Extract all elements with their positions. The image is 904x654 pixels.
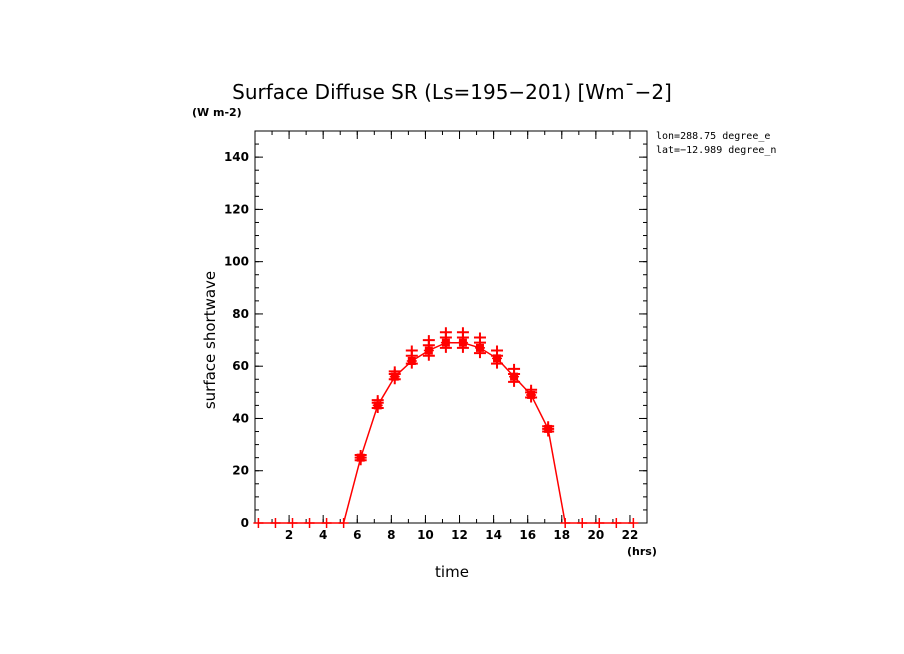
data-point xyxy=(270,518,281,528)
x-axis-label: time xyxy=(435,563,469,581)
y-tick-label: 0 xyxy=(241,516,249,530)
x-tick-label: 2 xyxy=(285,528,293,542)
data-point xyxy=(422,340,435,351)
data-point xyxy=(456,342,469,353)
plot-frame xyxy=(254,130,648,524)
data-point xyxy=(439,332,452,343)
data-point-box xyxy=(475,343,484,352)
y-tick-label: 100 xyxy=(224,255,249,269)
data-point xyxy=(338,518,349,528)
x-tick-label: 20 xyxy=(588,528,605,542)
data-point xyxy=(253,518,264,528)
y-units-label: (W m-2) xyxy=(192,106,242,119)
data-point xyxy=(321,518,332,528)
data-point xyxy=(577,518,588,528)
x-tick-label: 4 xyxy=(319,528,327,542)
x-units-label: (hrs) xyxy=(627,545,657,558)
data-point xyxy=(287,518,298,528)
x-tick-label: 8 xyxy=(387,528,395,542)
data-point-box xyxy=(441,338,450,347)
x-tick-label: 6 xyxy=(353,528,361,542)
data-point xyxy=(473,348,486,359)
data-point xyxy=(354,452,367,463)
series-3 xyxy=(354,332,555,463)
x-tick-label: 14 xyxy=(485,528,502,542)
data-point xyxy=(456,332,469,343)
data-point xyxy=(628,518,639,528)
y-tick-label: 80 xyxy=(232,307,249,321)
y-axis-label: surface shortwave xyxy=(201,271,219,409)
data-point xyxy=(542,423,555,434)
longitude-annotation: lon=288.75 degree_e xyxy=(656,131,770,142)
series-2 xyxy=(354,342,555,466)
latitude-annotation: lat=−12.989 degree_n xyxy=(656,145,776,156)
y-tick-label: 140 xyxy=(224,150,249,164)
data-point xyxy=(594,518,605,528)
y-tick-label: 40 xyxy=(232,411,249,425)
data-point xyxy=(491,350,504,361)
x-tick-label: 18 xyxy=(553,528,570,542)
data-point xyxy=(388,369,401,380)
x-tick-label: 10 xyxy=(417,528,434,542)
data-point xyxy=(611,518,622,528)
chart-title: Surface Diffuse SR (Ls=195−201) [Wm¯−2] xyxy=(232,80,672,104)
data-point xyxy=(405,350,418,361)
data-point xyxy=(439,342,452,353)
y-tick-label: 120 xyxy=(224,202,249,216)
x-tick-label: 16 xyxy=(519,528,536,542)
data-point-box xyxy=(424,346,433,355)
series-0 xyxy=(253,337,639,528)
series-line xyxy=(258,341,634,524)
data-point xyxy=(422,350,435,361)
y-tick-label: 60 xyxy=(232,359,249,373)
y-tick-label: 20 xyxy=(232,464,249,478)
data-point xyxy=(304,518,315,528)
x-tick-label: 12 xyxy=(451,528,468,542)
data-point xyxy=(560,518,571,528)
data-point xyxy=(371,397,384,408)
data-point-box xyxy=(458,338,467,347)
data-point xyxy=(508,369,521,380)
data-point xyxy=(525,387,538,398)
data-point xyxy=(473,337,486,348)
x-tick-label: 22 xyxy=(622,528,639,542)
